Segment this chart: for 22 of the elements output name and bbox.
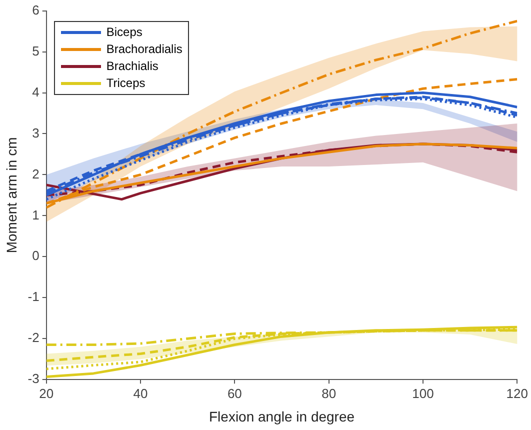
y-tick-label: -3	[28, 371, 40, 386]
legend-label: Brachialis	[106, 59, 158, 74]
x-tick-label: 80	[322, 386, 336, 401]
y-tick-label: 3	[32, 125, 40, 140]
legend-label: Biceps	[106, 25, 142, 40]
legend-label: Brachoradialis	[106, 42, 182, 56]
y-tick-label: 4	[32, 84, 40, 100]
x-axis-title: Flexion angle in degree	[208, 408, 355, 424]
y-tick-label: 0	[32, 248, 40, 264]
y-axis-title: Moment arm in cm	[3, 137, 20, 254]
y-tick-label: 5	[32, 43, 40, 58]
y-tick-label: 6	[32, 2, 40, 18]
x-tick-label: 20	[39, 386, 54, 401]
y-tick-label: -1	[28, 289, 40, 304]
x-tick-label: 40	[133, 386, 148, 401]
y-tick-label: 2	[32, 166, 40, 182]
y-tick-label: 1	[32, 207, 40, 222]
x-tick-label: 120	[506, 386, 528, 401]
y-tick-label: -2	[28, 330, 40, 346]
legend-label: Triceps	[106, 76, 146, 90]
x-tick-label: 60	[227, 386, 242, 401]
x-tick-label: 100	[412, 386, 434, 401]
